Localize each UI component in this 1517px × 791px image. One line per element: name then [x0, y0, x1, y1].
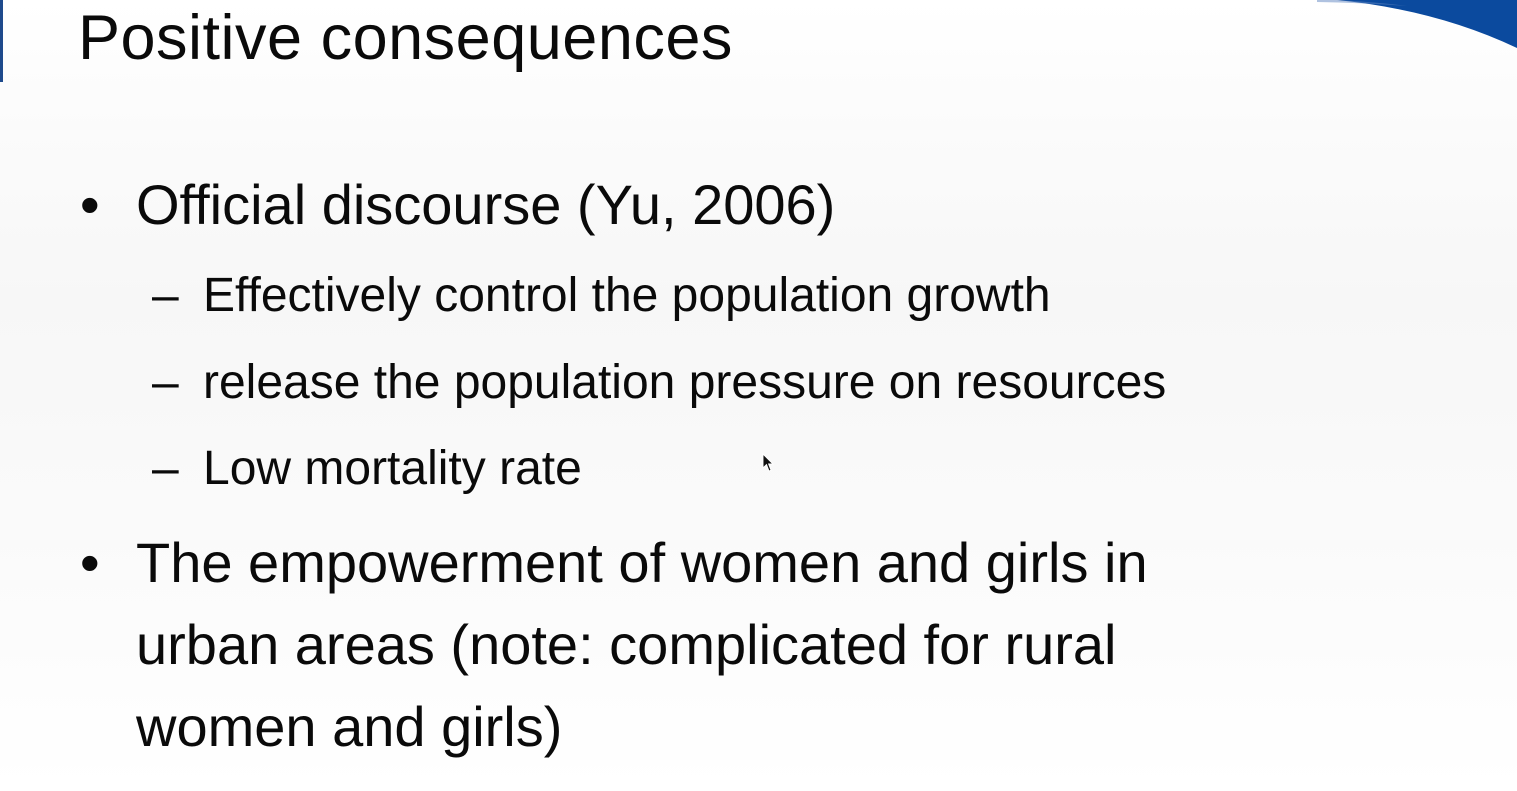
corner-swoosh-icon [1317, 0, 1517, 48]
mouse-pointer-icon [762, 453, 774, 472]
bullet-text-line-2: urban areas (note: complicated for rural [136, 613, 1117, 676]
slide-left-edge-accent [0, 0, 3, 82]
sub-item-marker: – [152, 356, 179, 409]
slide-title: Positive consequences [78, 3, 733, 73]
bullet-text-line-3: women and girls) [136, 695, 563, 758]
sub-item-text: release the population pressure on resou… [203, 356, 1167, 409]
bullet-marker: • [80, 531, 100, 594]
sub-item-text: Effectively control the population growt… [203, 269, 1051, 322]
sub-item-marker: – [152, 442, 179, 495]
sub-item-text: Low mortality rate [203, 442, 582, 495]
bullet-marker: • [80, 173, 100, 236]
sub-item-marker: – [152, 269, 179, 322]
bullet-text: Official discourse (Yu, 2006) [136, 173, 836, 236]
bullet-text-line-1: The empowerment of women and girls in [136, 531, 1148, 594]
